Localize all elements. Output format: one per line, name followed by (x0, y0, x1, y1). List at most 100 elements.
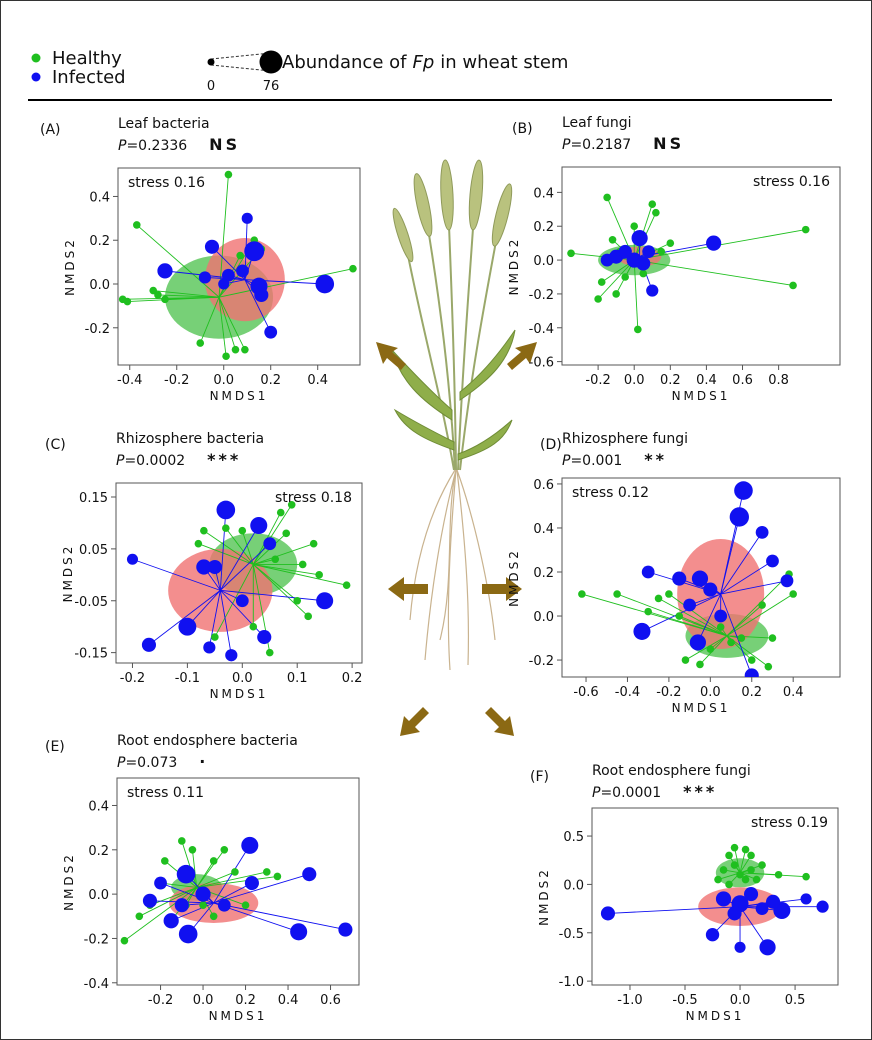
point (727, 639, 735, 647)
point (338, 923, 352, 937)
point (157, 263, 172, 278)
point (672, 572, 686, 586)
point (236, 252, 244, 260)
p-value: P=0.0002 (116, 453, 185, 469)
x-tick-label: 0.6 (732, 373, 753, 388)
point (758, 861, 766, 869)
y-axis-label: NMDS2 (537, 867, 551, 926)
point (254, 288, 268, 302)
point (249, 623, 257, 631)
point (633, 623, 650, 640)
y-tick-label: 0.0 (563, 878, 584, 893)
point (747, 852, 755, 860)
point (290, 923, 307, 940)
p-text: =0.2187 (570, 137, 631, 153)
x-tick-label: -0.1 (175, 671, 200, 686)
point (236, 264, 249, 277)
point (236, 594, 249, 607)
point (639, 270, 647, 278)
x-axis-label: NMDS1 (672, 701, 731, 715)
y-tick-label: -0.2 (85, 322, 110, 337)
significance: NS (653, 134, 684, 153)
stress-label: stress 0.19 (751, 815, 828, 831)
point (242, 213, 253, 224)
point (127, 554, 138, 565)
point (218, 899, 231, 912)
x-tick-label: 0.0 (624, 373, 645, 388)
point (603, 194, 611, 202)
y-tick-label: 0.05 (79, 543, 108, 558)
point (621, 273, 629, 281)
x-tick-label: 0.0 (730, 993, 751, 1008)
size-legend-marker (260, 51, 283, 74)
stress-label: stress 0.12 (572, 485, 649, 501)
point (203, 641, 215, 653)
x-axis-label: NMDS1 (210, 687, 269, 701)
x-tick-label: 0.0 (193, 993, 214, 1008)
x-axis-label: NMDS1 (209, 1009, 268, 1023)
point (210, 912, 218, 920)
y-tick-label: 0.4 (533, 186, 554, 201)
point (154, 291, 162, 299)
point (200, 527, 208, 535)
point (601, 254, 614, 267)
legend-label: Infected (52, 67, 126, 88)
y-tick-label: -0.6 (529, 356, 554, 371)
point (245, 876, 259, 890)
point (717, 623, 725, 631)
point (725, 881, 733, 889)
point (642, 245, 655, 258)
y-tick-label: -0.2 (529, 654, 554, 669)
point (263, 868, 271, 876)
size-legend-label: 0 (207, 79, 215, 94)
significance: · (199, 752, 208, 771)
point (648, 200, 656, 208)
point (630, 222, 638, 230)
point (196, 339, 204, 347)
point (692, 571, 708, 587)
point (121, 937, 129, 945)
point (218, 278, 229, 289)
panel-label: (C) (45, 437, 66, 453)
point (781, 574, 794, 587)
point (315, 275, 334, 294)
point (177, 865, 196, 884)
point (124, 298, 132, 306)
point (731, 844, 739, 852)
point (567, 250, 575, 258)
point (220, 846, 228, 854)
point (714, 876, 722, 884)
point (769, 634, 777, 642)
point (738, 634, 746, 642)
panel-label: (D) (540, 437, 562, 453)
point (250, 517, 267, 534)
y-tick-label: 0.4 (88, 799, 109, 814)
point (136, 912, 144, 920)
point (199, 271, 211, 283)
x-tick-label: 0.4 (278, 993, 299, 1008)
p-text: =0.0001 (600, 785, 661, 801)
stress-label: stress 0.18 (275, 490, 352, 506)
x-tick-label: 0.1 (287, 671, 308, 686)
y-tick-label: 0.4 (533, 522, 554, 537)
point (634, 326, 642, 334)
point (195, 540, 203, 548)
y-axis-label: NMDS2 (62, 852, 76, 911)
point (734, 481, 753, 500)
legend-marker (32, 73, 41, 82)
y-tick-label: -0.2 (529, 288, 554, 303)
size-legend-marker (208, 59, 215, 66)
panel-title: Leaf fungi (562, 115, 632, 131)
p-value: P=0.001 (562, 453, 622, 469)
point (766, 555, 779, 568)
point (613, 590, 621, 598)
point (748, 656, 756, 664)
x-tick-label: 0.2 (741, 685, 762, 700)
point (720, 866, 728, 874)
point (154, 877, 167, 890)
point (816, 901, 828, 913)
point (703, 583, 717, 597)
significance: *** (207, 450, 241, 469)
point (316, 592, 333, 609)
point (753, 876, 761, 884)
